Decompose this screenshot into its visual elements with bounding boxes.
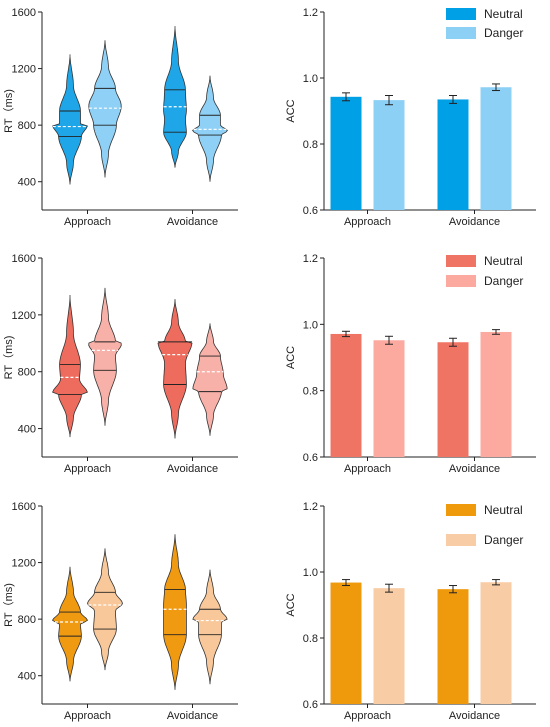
violin-shape: [52, 295, 88, 438]
violin-shape: [51, 566, 89, 682]
violin-x-tick-label: Avoidance: [167, 710, 218, 722]
violin-y-axis-label: RT（ms): [2, 583, 15, 627]
violin-y-tick-label: 800: [18, 367, 36, 379]
bar-x-tick-label: Avoidance: [449, 216, 500, 228]
violin-y-tick-label: 1200: [12, 64, 36, 76]
bar-y-tick-label: 0.8: [303, 633, 318, 645]
violin-y-tick-label: 400: [18, 671, 36, 683]
violin-shape: [87, 548, 123, 671]
bar: [373, 100, 405, 210]
bar-y-tick-label: 0.8: [303, 139, 318, 151]
row-1-violin: 400 800 1200 1600 RT（ms) Approach Avoidance: [2, 7, 238, 228]
bar: [330, 96, 362, 210]
legend-swatch: [446, 8, 476, 20]
bar-y-tick-label: 1.2: [303, 253, 318, 265]
bar: [330, 582, 362, 704]
legend-label: Danger: [484, 533, 523, 547]
violin-y-axis-label: RT（ms): [2, 336, 15, 380]
legend-swatch: [446, 504, 476, 516]
violin-y-axis-label: RT（ms): [2, 89, 15, 133]
bar-y-tick-label: 1.0: [303, 567, 318, 579]
bar-y-tick-label: 0.8: [303, 386, 318, 398]
bar-y-tick-label: 0.6: [303, 452, 318, 464]
violin-shape: [192, 75, 228, 182]
bar-y-tick-label: 0.6: [303, 699, 318, 711]
violin-shape: [88, 287, 122, 426]
violin-shape: [192, 569, 228, 685]
violin-y-tick-label: 1600: [12, 501, 36, 513]
violin-y-tick-label: 1200: [12, 558, 36, 570]
bar: [437, 99, 469, 210]
violin-x-tick-label: Approach: [64, 463, 111, 475]
violin-y-tick-label: 800: [18, 614, 36, 626]
violin-y-tick-label: 800: [18, 120, 36, 132]
legend-label: Neutral: [484, 254, 523, 268]
row-2-violin: 400 800 1200 1600 RT（ms) Approach Avoidance: [2, 253, 238, 475]
legend-label: Neutral: [484, 7, 523, 21]
row-3-bar: 0.6 0.8 1.0 1.2 ACC Approach Avoidance Neutral D…: [285, 501, 536, 722]
bar: [373, 340, 405, 457]
legend-swatch: [446, 27, 476, 39]
violin-x-tick-label: Approach: [64, 216, 111, 228]
bar-x-tick-label: Approach: [344, 710, 391, 722]
bar: [373, 588, 405, 704]
violin-y-tick-label: 400: [18, 424, 36, 436]
violin-x-tick-label: Avoidance: [167, 463, 218, 475]
bar-y-tick-label: 1.2: [303, 7, 318, 19]
row-1-bar: 0.6 0.8 1.0 1.2 ACC Approach Avoidance Neutral D…: [285, 7, 536, 228]
bar-y-axis-label: ACC: [285, 99, 297, 122]
bar-y-tick-label: 1.2: [303, 501, 318, 513]
violin-x-tick-label: Avoidance: [167, 216, 218, 228]
violin-y-tick-label: 1600: [12, 7, 36, 19]
bar: [437, 342, 469, 457]
bar-y-axis-label: ACC: [285, 593, 297, 616]
legend-label: Danger: [484, 274, 523, 288]
violin-shape: [163, 26, 187, 168]
legend-label: Neutral: [484, 503, 523, 517]
bar-x-tick-label: Approach: [344, 463, 391, 475]
bar-y-tick-label: 1.0: [303, 73, 318, 85]
violin-y-tick-label: 1200: [12, 310, 36, 322]
bar-y-tick-label: 0.6: [303, 205, 318, 217]
bar: [480, 582, 512, 704]
violin-shape: [88, 40, 122, 178]
bar-y-tick-label: 1.0: [303, 319, 318, 331]
bar-x-tick-label: Approach: [344, 216, 391, 228]
bar: [480, 87, 512, 210]
row-3-violin: 400 800 1200 1600 RT（ms) Approach Avoidance: [2, 501, 238, 722]
row-2-bar: 0.6 0.8 1.0 1.2 ACC Approach Avoidance Neutral D…: [285, 253, 536, 475]
violin-shape: [192, 323, 228, 436]
bar-y-axis-label: ACC: [285, 346, 297, 369]
violin-shape: [52, 54, 88, 185]
violin-x-tick-label: Approach: [64, 710, 111, 722]
bar-x-tick-label: Avoidance: [449, 463, 500, 475]
bar-x-tick-label: Avoidance: [449, 710, 500, 722]
bar: [330, 333, 362, 457]
legend-label: Danger: [484, 26, 523, 40]
violin-y-tick-label: 1600: [12, 253, 36, 265]
violin-y-tick-label: 400: [18, 177, 36, 189]
bar: [437, 589, 469, 704]
violin-shape: [157, 299, 193, 439]
legend-swatch: [446, 534, 476, 546]
legend-swatch: [446, 255, 476, 267]
violin-shape: [163, 534, 187, 690]
legend-swatch: [446, 275, 476, 287]
bar: [480, 331, 512, 457]
